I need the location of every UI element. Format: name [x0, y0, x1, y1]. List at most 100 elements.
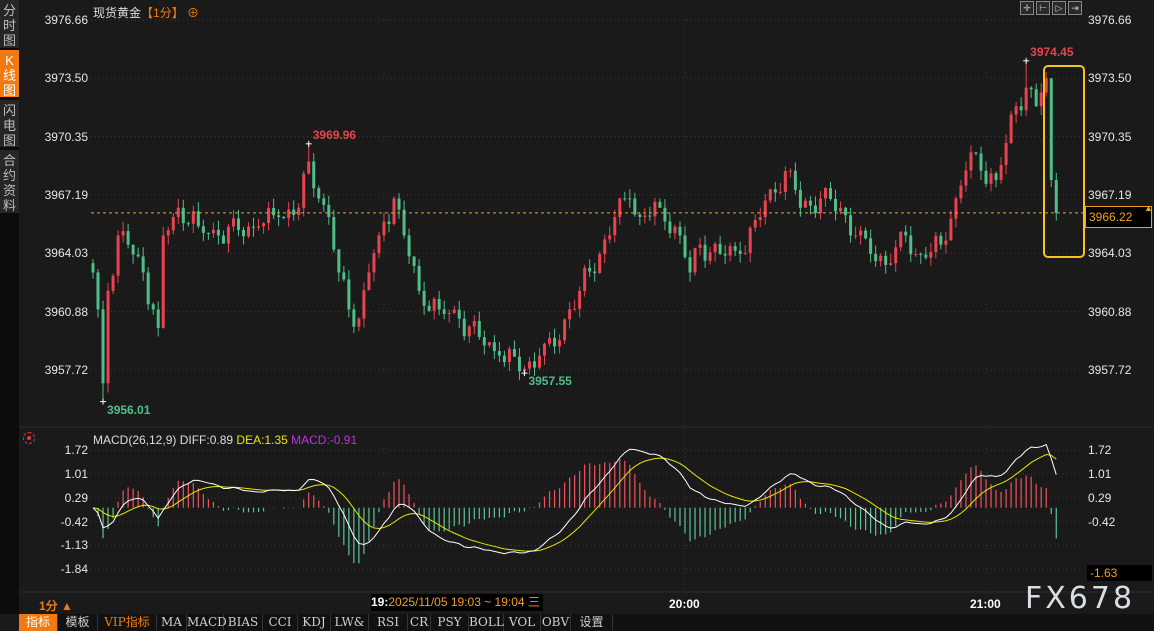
candle-body — [849, 215, 853, 236]
candle-body — [467, 326, 471, 337]
candle-body — [206, 232, 210, 234]
candle-body — [929, 252, 933, 258]
candle-body — [753, 220, 757, 228]
price-annotation-high: 3969.96 — [312, 127, 357, 142]
candle-body — [573, 308, 577, 310]
sidebar-tab-1[interactable]: K线图 — [0, 50, 19, 98]
candle-body — [287, 209, 291, 219]
candle-body — [166, 230, 170, 236]
candle-body — [678, 226, 682, 236]
candle-body — [121, 231, 125, 236]
indicator-tab-cci[interactable]: CCI — [263, 614, 298, 631]
candle-body — [813, 205, 817, 214]
candle-body — [297, 207, 301, 215]
candle-body — [327, 204, 331, 217]
candle-body — [728, 246, 732, 256]
indicator-tab-vol[interactable]: VOL — [504, 614, 541, 631]
candle-body — [793, 170, 797, 190]
candle-body — [798, 189, 802, 208]
diff-line — [92, 444, 1057, 555]
candle-body — [176, 207, 180, 217]
indicator-tab-bias[interactable]: BIAS — [224, 614, 263, 631]
candle-body — [191, 211, 195, 224]
instrument-name: 现货黄金 — [93, 6, 142, 20]
crosshair-icon[interactable]: ✛ — [1020, 1, 1034, 15]
indicator-tab-kdj[interactable]: KDJ — [298, 614, 331, 631]
candle-body — [949, 218, 953, 241]
candle-body — [211, 229, 215, 234]
candle-body — [156, 309, 160, 328]
indicator-tab-vip指标[interactable]: VIP指标 — [98, 614, 157, 631]
candle-body — [603, 239, 607, 254]
candle-body — [593, 271, 597, 274]
zoom-range-icon[interactable]: ⊢ — [1036, 1, 1050, 15]
left-macd-tick: 0.29 — [64, 491, 88, 505]
chevron-up-icon[interactable]: ▲ — [1144, 203, 1153, 213]
period-selector[interactable]: 1分 ▲ — [39, 599, 73, 613]
candle-body — [532, 361, 536, 368]
candle-body — [1044, 78, 1048, 93]
time-axis: 1分 ▲ 19:2025/11/05 19:03 ~ 19:04 三 20:00… — [19, 592, 1154, 614]
candle-body — [964, 170, 968, 186]
price-annotation-low: 3957.55 — [528, 374, 572, 389]
candle-body — [522, 368, 526, 372]
candle-body — [412, 256, 416, 266]
candle-body — [111, 275, 115, 291]
sidebar-tab-3[interactable]: 合约资料 — [0, 150, 19, 213]
candle-body — [723, 253, 727, 256]
candle-body — [442, 309, 446, 314]
indicator-tab-obv[interactable]: OBV — [541, 614, 571, 631]
crosshair-plus-icon[interactable]: ⊕ — [183, 6, 200, 20]
candle-body — [136, 254, 140, 257]
candle-body — [758, 216, 762, 221]
candle-body — [101, 309, 105, 384]
candle-body — [91, 263, 95, 273]
indicator-tab-lw&[interactable]: LW& — [331, 614, 369, 631]
highlight-box — [1043, 65, 1085, 258]
candle-body — [257, 226, 261, 228]
indicator-tab-指标[interactable]: 指标 — [19, 614, 58, 631]
candle-body — [407, 235, 411, 257]
sidebar-tab-0[interactable]: 分时图 — [0, 0, 19, 48]
candle-body — [1014, 106, 1018, 115]
right-price-tick: 3976.66 — [1088, 13, 1132, 27]
candle-body — [1049, 78, 1053, 181]
jump-end-icon[interactable]: ⇥ — [1068, 1, 1082, 15]
indicator-settings-icon[interactable] — [23, 432, 35, 444]
candle-body — [598, 253, 602, 274]
left-price-tick: 3967.19 — [44, 188, 88, 202]
sidebar-tab-2[interactable]: 闪电图 — [0, 100, 19, 148]
candle-body — [106, 290, 110, 384]
indicator-tab-macd[interactable]: MACD — [187, 614, 227, 631]
candle-body — [141, 256, 145, 273]
candle-body — [663, 207, 667, 222]
candle-body — [944, 240, 948, 245]
indicator-tab-psy[interactable]: PSY — [431, 614, 469, 631]
candle-body — [698, 244, 702, 248]
indicator-tab-rsi[interactable]: RSI — [369, 614, 408, 631]
indicator-tab-设置[interactable]: 设置 — [571, 614, 613, 631]
candle-body — [904, 231, 908, 236]
candle-body — [352, 309, 356, 327]
crosshair-hour: 19: — [371, 595, 389, 609]
candle-body — [538, 355, 542, 368]
candle-body — [553, 337, 557, 347]
candle-body — [201, 226, 205, 233]
candle-body — [161, 235, 165, 328]
indicator-tab-ma[interactable]: MA — [157, 614, 187, 631]
candle-body — [543, 343, 547, 356]
left-macd-tick: -0.42 — [60, 514, 88, 529]
candle-body — [628, 198, 632, 200]
candle-body — [242, 229, 246, 237]
period-label[interactable]: 【1分】 — [141, 6, 184, 20]
left-macd-tick: 1.01 — [64, 466, 88, 481]
indicator-tab-模板[interactable]: 模板 — [58, 614, 98, 631]
candle-body — [613, 216, 617, 236]
right-price-tick: 3957.72 — [1088, 363, 1132, 377]
indicator-tab-cr[interactable]: CR — [408, 614, 431, 631]
candle-body — [653, 201, 657, 217]
indicator-tab-boll[interactable]: BOLL — [469, 614, 504, 631]
play-icon[interactable]: ▷ — [1052, 1, 1066, 15]
candle-body — [267, 207, 271, 224]
